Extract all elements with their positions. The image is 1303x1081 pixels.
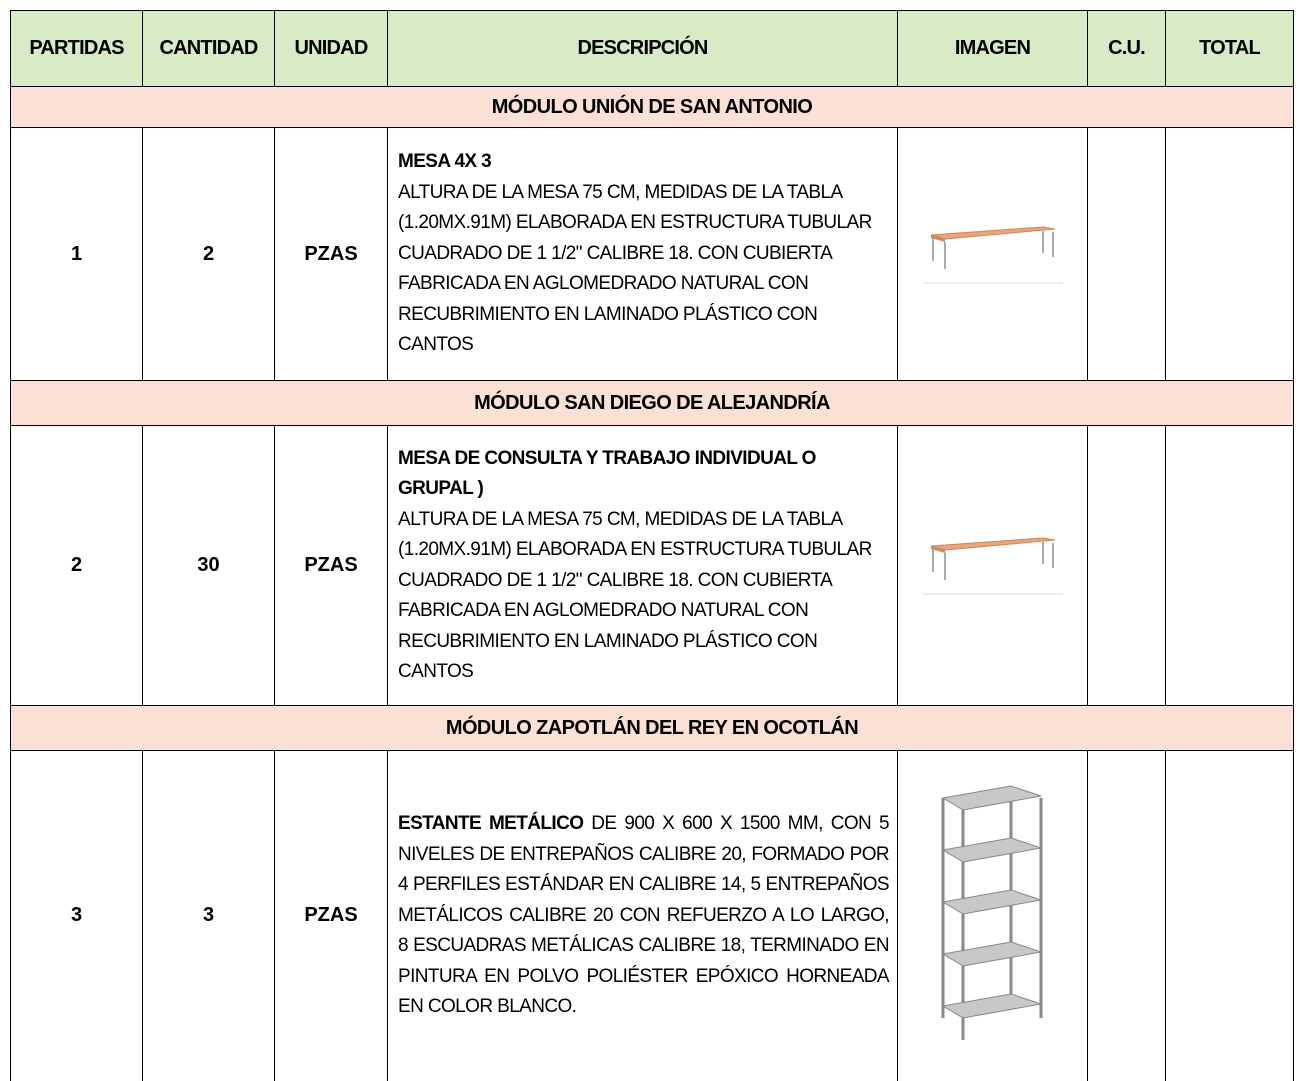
section-row: MÓDULO SAN DIEGO DE ALEJANDRÍA: [10, 380, 1294, 426]
section-row: MÓDULO ZAPOTLÁN DEL REY EN OCOTLÁN: [10, 705, 1294, 751]
description-title: ESTANTE METÁLICO: [398, 813, 584, 834]
description-title: MESA DE CONSULTA Y TRABAJO INDIVIDUAL O …: [398, 447, 816, 500]
total: [1165, 425, 1294, 706]
unidad: PZAS: [274, 425, 388, 706]
header-cell: C.U.: [1087, 10, 1166, 87]
header-cell: DESCRIPCIÓN: [387, 10, 898, 87]
header-cell: TOTAL: [1165, 10, 1294, 87]
cantidad: 3: [142, 750, 275, 1081]
section-row: MÓDULO UNIÓN DE SAN ANTONIO: [10, 86, 1294, 128]
section-title: MÓDULO UNIÓN DE SAN ANTONIO: [10, 86, 1294, 128]
header-cell: IMAGEN: [897, 10, 1088, 87]
header-cell: PARTIDAS: [10, 10, 143, 87]
image-cell: [897, 127, 1088, 381]
unit-cost: [1087, 750, 1166, 1081]
image-cell: [897, 750, 1088, 1081]
description: MESA DE CONSULTA Y TRABAJO INDIVIDUAL O …: [387, 425, 898, 706]
item-row: 3 3 PZAS ESTANTE METÁLICO DE 900 X 600 X…: [10, 750, 1294, 1081]
cantidad: 30: [142, 425, 275, 706]
total: [1165, 127, 1294, 381]
partida: 1: [10, 127, 143, 381]
item-row: 1 2 PZAS MESA 4X 3 ALTURA DE LA MESA 75 C…: [10, 127, 1294, 381]
partida: 3: [10, 750, 143, 1081]
description-text: ALTURA DE LA MESA 75 CM, MEDIDAS DE LA T…: [398, 508, 872, 683]
description-text: ALTURA DE LA MESA 75 CM, MEDIDAS DE LA T…: [398, 181, 872, 356]
header-cell: UNIDAD: [274, 10, 388, 87]
table-image: [922, 537, 1063, 595]
description: MESA 4X 3 ALTURA DE LA MESA 75 CM, MEDIDA…: [387, 127, 898, 381]
unit-cost: [1087, 127, 1166, 381]
image-cell: [897, 425, 1088, 706]
cantidad: 2: [142, 127, 275, 381]
description: ESTANTE METÁLICO DE 900 X 600 X 1500 MM,…: [387, 750, 898, 1081]
section-title: MÓDULO ZAPOTLÁN DEL REY EN OCOTLÁN: [10, 705, 1294, 751]
item-row: 2 30 PZAS MESA DE CONSULTA Y TRABAJO IND…: [10, 425, 1294, 706]
header-cell: CANTIDAD: [142, 10, 275, 87]
unidad: PZAS: [274, 750, 388, 1081]
quote-table: PARTIDAS CANTIDAD UNIDAD DESCRIPCIÓN IMA…: [10, 10, 1294, 1081]
header-row: PARTIDAS CANTIDAD UNIDAD DESCRIPCIÓN IMA…: [10, 10, 1294, 87]
unidad: PZAS: [274, 127, 388, 381]
partida: 2: [10, 425, 143, 706]
unit-cost: [1087, 425, 1166, 706]
description-text: DE 900 X 600 X 1500 MM, CON 5 NIVELES DE…: [398, 813, 890, 1017]
total: [1165, 750, 1294, 1081]
description-title: MESA 4X 3: [398, 151, 492, 173]
shelf-image: [941, 785, 1042, 1041]
table-image: [922, 225, 1063, 283]
section-title: MÓDULO SAN DIEGO DE ALEJANDRÍA: [10, 380, 1294, 426]
